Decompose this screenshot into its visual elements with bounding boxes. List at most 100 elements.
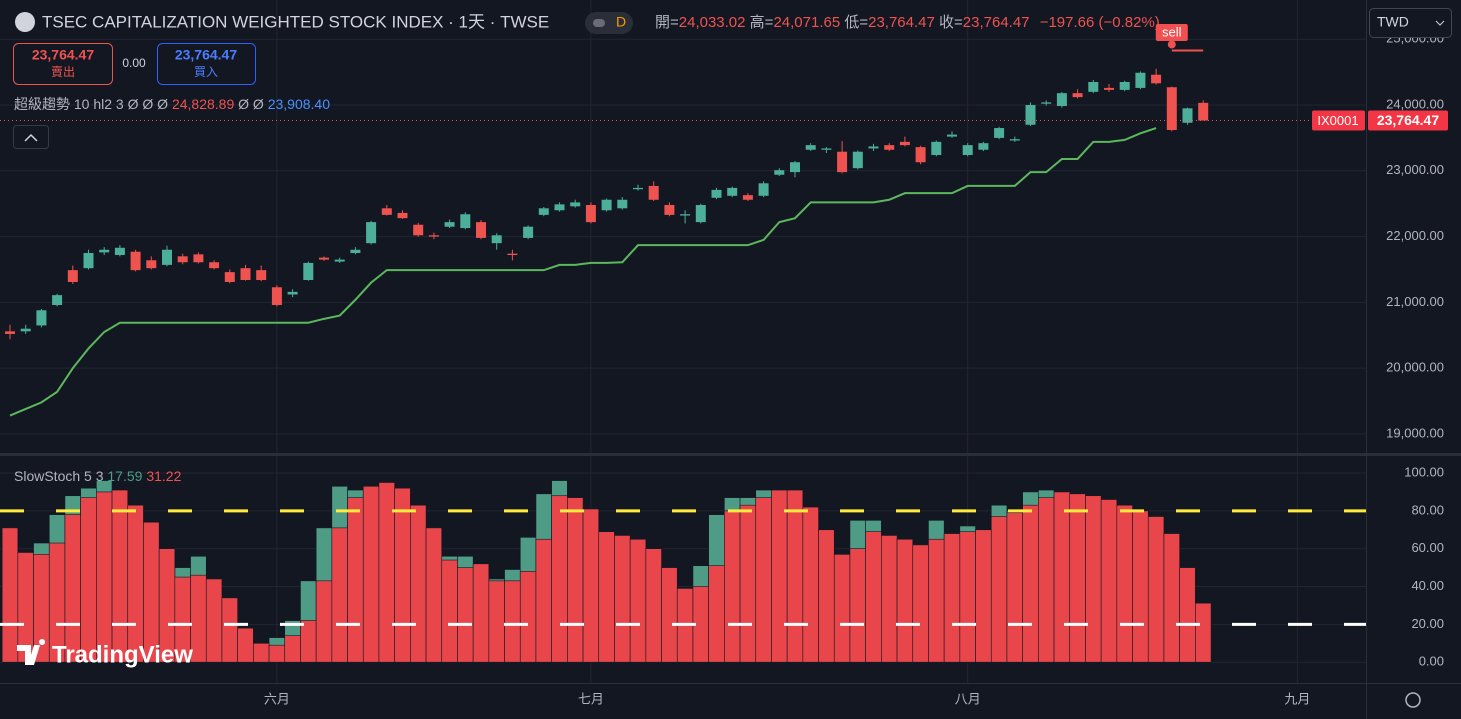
candle-body	[397, 212, 408, 219]
stoch-bar	[724, 510, 741, 663]
currency-dropdown[interactable]	[1369, 8, 1452, 38]
indicator-readout: Ø Ø Ø	[128, 96, 169, 112]
candle-body	[507, 253, 518, 256]
candle-body	[287, 291, 298, 295]
currency-label[interactable]: TWD	[1377, 14, 1409, 30]
stoch-bar	[331, 527, 348, 663]
logo-mark	[17, 639, 46, 665]
y-tick-label: 40.00	[1411, 578, 1444, 593]
stoch-bar	[347, 497, 364, 663]
logo-text: TradingView	[52, 641, 193, 668]
y-tick-label: 21,000.00	[1386, 294, 1444, 309]
candle-body	[20, 328, 31, 332]
logo[interactable]: TradingView	[17, 639, 193, 668]
stoch-bar	[833, 554, 851, 663]
interval-badge[interactable]	[585, 12, 633, 34]
stoch-bar	[1195, 602, 1212, 663]
stoch-bar	[959, 531, 976, 663]
candle-body	[303, 262, 314, 281]
stoch-bar	[425, 527, 443, 663]
stoch-bar	[519, 571, 537, 663]
ohlc-value: 23,764.47	[868, 14, 935, 31]
stoch-bar	[488, 580, 505, 663]
symbol-tag	[1312, 110, 1365, 131]
y-tick-label: 20.00	[1411, 616, 1444, 631]
stoch-bar	[598, 531, 615, 663]
stoch-bar	[504, 580, 521, 663]
candle-body	[1041, 102, 1052, 104]
stoch-bar	[472, 563, 490, 663]
candle-body	[664, 205, 675, 215]
stoch-bar	[80, 497, 97, 663]
candle-body	[1009, 139, 1020, 141]
settings-icon[interactable]	[1405, 692, 1421, 708]
signal-text: sell	[1162, 24, 1182, 39]
stoch-bar	[567, 497, 584, 663]
stoch-legend: SlowStoch 5 3 17.59 31.22	[14, 468, 182, 484]
price-tag-text: 23,764.47	[1377, 112, 1439, 128]
stoch-bar	[771, 489, 788, 663]
sell-price[interactable]: 23,764.47	[32, 47, 94, 63]
candle-body	[334, 259, 345, 262]
x-tick-label: 七月	[578, 691, 604, 706]
candle-body	[884, 145, 895, 150]
candle-body	[114, 247, 125, 256]
buy-button[interactable]	[157, 43, 256, 85]
candle-body	[648, 185, 659, 200]
y-tick-label: 22,000.00	[1386, 228, 1444, 243]
candle-body	[52, 295, 63, 306]
stoch-bar	[661, 567, 678, 663]
stoch-bar	[551, 495, 568, 663]
candle-body	[224, 272, 235, 282]
candle-body	[633, 187, 643, 190]
y-tick-label: 24,000.00	[1386, 96, 1444, 111]
candle-body	[774, 170, 785, 175]
dropdown-icon	[1435, 20, 1445, 26]
candle-body	[177, 256, 188, 263]
symbol-tag-text: IX0001	[1317, 113, 1358, 128]
stoch-bar	[441, 559, 458, 663]
candle-body	[146, 260, 157, 269]
symbol-title[interactable]: TSEC CAPITALIZATION WEIGHTED STOCK INDEX…	[42, 12, 549, 31]
candle-body	[1182, 108, 1193, 123]
sell-button[interactable]	[13, 43, 113, 85]
stoch-bar	[912, 544, 929, 663]
stoch-bar	[755, 497, 772, 663]
stoch-bar	[1132, 510, 1149, 663]
candle-body	[1056, 93, 1067, 106]
stoch-bar	[1, 527, 19, 663]
stoch-bar	[268, 644, 286, 663]
collapse-button[interactable]	[13, 125, 49, 149]
stoch-bar	[284, 635, 301, 663]
stoch-bar	[802, 506, 819, 663]
candle-body	[523, 226, 534, 238]
y-tick-label: 19,000.00	[1386, 425, 1444, 440]
stoch-bar	[896, 538, 914, 663]
stoch-bar	[645, 548, 662, 663]
candle-body	[962, 145, 973, 156]
buy-price[interactable]: 23,764.47	[175, 47, 237, 63]
candle-body	[758, 183, 769, 196]
stoch-bar	[205, 578, 223, 663]
ohlc-value: 24,071.65	[773, 14, 840, 31]
stoch-bar	[1022, 504, 1039, 663]
candle-body	[1104, 87, 1114, 90]
stoch-d-value: 31.22	[146, 468, 181, 484]
overlay-layer: 六月 七月 八月 九月 IX0001 23,764.47 sell	[264, 24, 1448, 706]
candle-body	[617, 199, 628, 209]
candle-body	[711, 189, 722, 198]
toggle-icon	[593, 19, 605, 27]
candle-body	[1072, 93, 1083, 98]
buy-label[interactable]: 買入	[194, 65, 218, 79]
symbol-icon[interactable]	[15, 12, 35, 32]
candle-body	[978, 143, 989, 150]
stoch-bar	[1179, 567, 1196, 663]
candle-body	[585, 205, 596, 223]
candle-body	[5, 331, 15, 334]
sell-label[interactable]: 賣出	[51, 64, 75, 79]
stoch-bar	[237, 627, 254, 663]
stoch-bar	[64, 514, 81, 663]
candle-body	[460, 214, 471, 229]
candle-body	[36, 310, 47, 326]
